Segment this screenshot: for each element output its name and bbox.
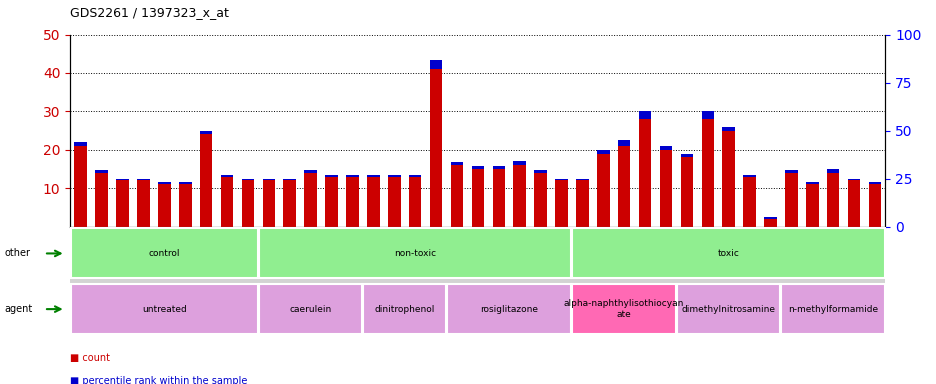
Bar (345, 175, 358, 177)
Bar (555, 179, 567, 180)
Bar (555, 180, 567, 227)
Text: untreated: untreated (142, 305, 186, 314)
Text: n-methylformamide: n-methylformamide (787, 305, 877, 314)
Bar (659, 146, 671, 150)
Bar (534, 170, 547, 173)
Text: non-toxic: non-toxic (394, 249, 436, 258)
Bar (847, 179, 859, 180)
Bar (742, 175, 755, 177)
Bar (116, 180, 128, 227)
Bar (680, 154, 693, 157)
Text: other: other (5, 248, 31, 258)
Text: rosiglitazone: rosiglitazone (480, 305, 537, 314)
Bar (388, 175, 400, 177)
Text: ■ count: ■ count (70, 353, 110, 363)
Bar (722, 127, 734, 131)
Bar (116, 179, 128, 180)
Bar (430, 69, 442, 227)
Bar (826, 173, 839, 227)
Bar (221, 177, 233, 227)
Bar (701, 111, 713, 119)
Bar (659, 150, 671, 227)
Bar (722, 131, 734, 227)
Bar (325, 175, 338, 177)
Bar (158, 184, 170, 227)
Text: dimethylnitrosamine: dimethylnitrosamine (681, 305, 775, 314)
Bar (408, 177, 421, 227)
Bar (95, 173, 108, 227)
Text: dinitrophenol: dinitrophenol (374, 305, 434, 314)
Bar (471, 169, 484, 227)
Bar (847, 180, 859, 227)
Text: ■ percentile rank within the sample: ■ percentile rank within the sample (70, 376, 247, 384)
Bar (805, 182, 818, 184)
Bar (304, 170, 316, 173)
Bar (596, 154, 609, 227)
Bar (221, 175, 233, 177)
Bar (471, 166, 484, 169)
Bar (492, 169, 505, 227)
Bar (805, 184, 818, 227)
Bar (284, 179, 296, 180)
Bar (596, 150, 609, 154)
Bar (345, 177, 358, 227)
Text: control: control (149, 249, 180, 258)
Bar (367, 177, 379, 227)
Bar (680, 157, 693, 227)
Bar (742, 177, 755, 227)
Bar (784, 170, 797, 173)
Text: toxic: toxic (717, 249, 739, 258)
Bar (158, 182, 170, 184)
Bar (868, 184, 881, 227)
Bar (764, 217, 776, 219)
Bar (388, 177, 400, 227)
Bar (492, 166, 505, 169)
Bar (576, 180, 588, 227)
Bar (576, 179, 588, 180)
Bar (430, 60, 442, 69)
Bar (450, 165, 462, 227)
Bar (764, 219, 776, 227)
Bar (262, 180, 275, 227)
Bar (74, 142, 87, 146)
Bar (284, 180, 296, 227)
Bar (137, 180, 150, 227)
Bar (617, 146, 630, 227)
Bar (199, 131, 212, 134)
Bar (868, 182, 881, 184)
Bar (74, 146, 87, 227)
Text: alpha-naphthylisothiocyan
ate: alpha-naphthylisothiocyan ate (563, 300, 683, 319)
Bar (325, 177, 338, 227)
Bar (179, 184, 191, 227)
Text: GDS2261 / 1397323_x_at: GDS2261 / 1397323_x_at (70, 6, 229, 19)
Bar (638, 119, 651, 227)
Bar (137, 179, 150, 180)
Bar (701, 119, 713, 227)
Text: caerulein: caerulein (289, 305, 331, 314)
Bar (534, 173, 547, 227)
Bar (513, 161, 525, 165)
Bar (262, 179, 275, 180)
Bar (367, 175, 379, 177)
Bar (199, 134, 212, 227)
Bar (241, 179, 254, 180)
Bar (408, 175, 421, 177)
Bar (450, 162, 462, 165)
Bar (826, 169, 839, 173)
Text: agent: agent (5, 304, 33, 314)
Bar (784, 173, 797, 227)
Bar (304, 173, 316, 227)
Bar (241, 180, 254, 227)
Bar (513, 165, 525, 227)
Bar (179, 182, 191, 184)
Bar (95, 170, 108, 173)
Bar (638, 111, 651, 119)
Bar (617, 140, 630, 146)
